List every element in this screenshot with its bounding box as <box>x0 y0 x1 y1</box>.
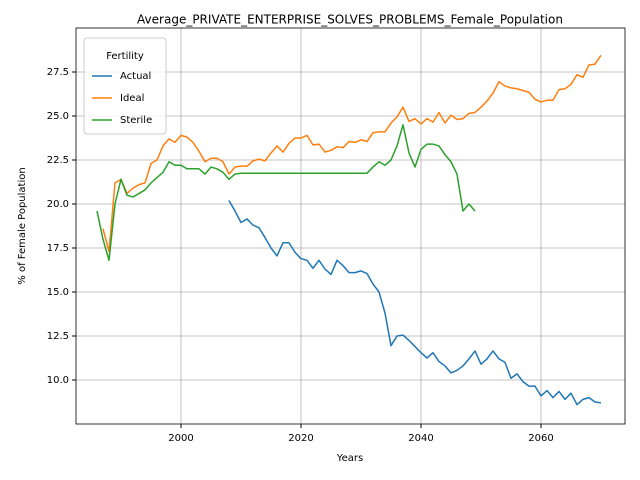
legend-box <box>83 37 167 135</box>
series-line <box>102 54 602 253</box>
y-tick-label: 25.0 <box>47 111 69 122</box>
y-tick-label: 15.0 <box>47 287 69 298</box>
y-tick-label: 17.5 <box>47 243 69 254</box>
x-axis-label: Years <box>336 453 363 464</box>
y-tick-label: 22.5 <box>47 155 69 166</box>
series-line <box>96 124 476 262</box>
legend-label: Sterile <box>120 115 152 126</box>
legend-title: Fertility <box>106 51 144 62</box>
x-tick-label: 2060 <box>528 433 553 444</box>
x-tick-label: 2000 <box>168 433 193 444</box>
y-tick-label: 27.5 <box>47 67 69 78</box>
y-tick-label: 10.0 <box>47 375 69 386</box>
x-tick-label: 2040 <box>408 433 433 444</box>
legend-label: Ideal <box>120 93 144 104</box>
y-tick-label: 12.5 <box>47 331 69 342</box>
y-tick-label: 20.0 <box>47 199 69 210</box>
chart-title: Average_PRIVATE_ENTERPRISE_SOLVES_PROBLE… <box>137 13 563 27</box>
plot-frame <box>75 27 626 425</box>
legend-label: Actual <box>120 71 151 82</box>
series-line <box>228 200 602 406</box>
x-tick-label: 2020 <box>288 433 313 444</box>
y-axis-label: % of Female Population <box>17 167 28 284</box>
